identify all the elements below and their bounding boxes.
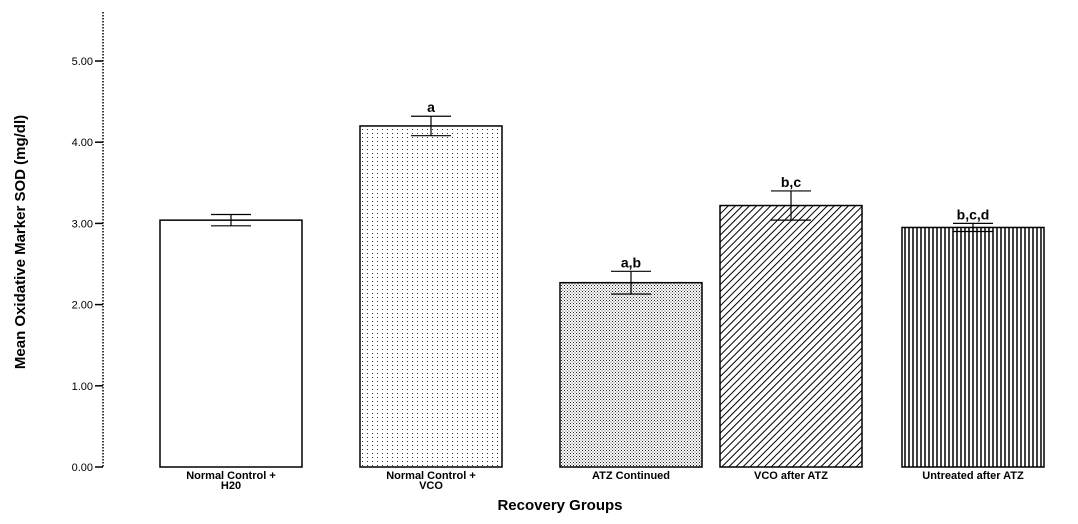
- bar: [901, 226, 1045, 468]
- y-tick-label: 3.00: [72, 218, 93, 230]
- y-tick-label: 4.00: [72, 137, 93, 149]
- bar: [359, 125, 503, 468]
- y-ticks: 0.00 1.00 2.00 3.00 4.00 5.00: [72, 56, 103, 474]
- category-label: Untreated after ATZ: [922, 470, 1024, 482]
- category-label: VCO: [419, 480, 443, 492]
- x-axis-title: Recovery Groups: [497, 497, 622, 514]
- bar: [559, 281, 703, 468]
- significance-label: a,b: [621, 254, 641, 270]
- category-label: ATZ Continued: [592, 470, 670, 482]
- y-tick-label: 2.00: [72, 300, 93, 312]
- bar: [719, 204, 863, 468]
- significance-label: b,c: [781, 174, 801, 190]
- significance-label: a: [427, 99, 435, 115]
- category-label: Normal Control +: [186, 470, 276, 482]
- bar: [159, 219, 303, 468]
- y-tick-label: 5.00: [72, 56, 93, 68]
- category-label: Normal Control +: [386, 470, 476, 482]
- y-tick-label: 0.00: [72, 462, 93, 474]
- y-axis-title: Mean Oxidative Marker SOD (mg/dl): [12, 115, 29, 369]
- error-bars: [211, 115, 993, 295]
- category-label: VCO after ATZ: [754, 470, 828, 482]
- y-tick-label: 1.00: [72, 381, 93, 393]
- bars: [159, 125, 1045, 468]
- category-label: H20: [221, 480, 241, 492]
- significance-label: b,c,d: [957, 206, 990, 222]
- significance-labels: a a,b b,c b,c,d: [427, 99, 989, 270]
